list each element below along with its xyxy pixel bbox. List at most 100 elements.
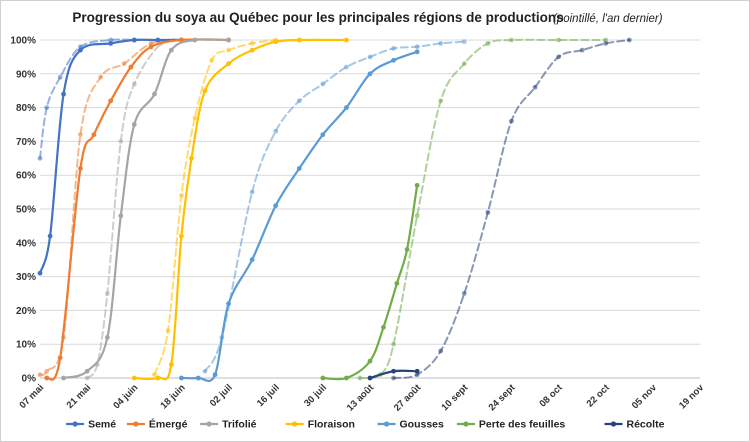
point-perte-des-feuilles-current (344, 375, 349, 381)
point-perte-des-feuilles-previous (461, 61, 467, 67)
series-recolte-current (367, 368, 420, 381)
point-floraison-previous (152, 372, 157, 378)
line-perte-des-feuilles-previous (358, 38, 607, 380)
point-recolte-previous (532, 84, 538, 90)
point-gousses-current (391, 57, 396, 63)
point-trifolie-previous (131, 81, 137, 87)
series-gousses-current (179, 49, 420, 383)
point-floraison-current (189, 155, 194, 161)
point-emerge-current (108, 98, 114, 104)
point-gousses-current (367, 71, 373, 77)
point-seme-current (37, 270, 43, 276)
series-trifolie-current (61, 37, 231, 381)
point-recolte-previous (461, 291, 467, 296)
point-trifolie-previous (118, 139, 124, 144)
point-perte-des-feuilles-previous (556, 37, 561, 43)
point-gousses-previous (367, 54, 373, 60)
line-floraison-previous (153, 39, 277, 376)
point-floraison-previous (179, 193, 184, 198)
point-gousses-previous (320, 81, 326, 87)
y-tick-label: 40% (16, 238, 36, 249)
y-tick-label: 100% (10, 36, 36, 47)
point-recolte-previous (485, 209, 491, 215)
legend-label: Émergé (149, 418, 188, 431)
point-perte-des-feuilles-previous (414, 213, 420, 219)
y-tick-label: 10% (16, 340, 36, 351)
point-recolte-current (367, 375, 373, 381)
line-seme-current (38, 38, 183, 275)
point-trifolie-current (192, 37, 198, 43)
legend-marker (610, 421, 617, 427)
point-emerge-current (44, 375, 50, 381)
y-tick-label: 60% (16, 171, 36, 182)
series-trifolie-previous (84, 37, 184, 381)
point-perte-des-feuilles-current (367, 358, 373, 364)
point-gousses-current (179, 375, 184, 381)
point-gousses-current (320, 132, 326, 138)
point-gousses-current (249, 257, 255, 263)
legend-marker (383, 421, 390, 427)
point-perte-des-feuilles-current (320, 375, 326, 381)
legend-marker (133, 421, 139, 427)
point-floraison-current (344, 37, 349, 43)
point-emerge-current (128, 64, 134, 70)
point-recolte-current (391, 368, 396, 374)
legend-item-emerge: Émergé (126, 418, 188, 431)
point-recolte-previous (579, 47, 585, 53)
point-gousses-previous (391, 46, 396, 51)
line-emerge-current (45, 38, 230, 381)
line-emerge-previous (39, 39, 183, 377)
legend-label: Gousses (400, 419, 445, 431)
series-floraison-current (131, 37, 349, 381)
point-emerge-previous (98, 74, 104, 80)
point-gousses-previous (296, 98, 302, 104)
point-floraison-current (131, 375, 137, 381)
y-tick-label: 80% (16, 103, 36, 114)
point-trifolie-previous (84, 375, 90, 381)
point-seme-current (131, 37, 137, 43)
legend-label: Récolte (627, 419, 665, 431)
point-gousses-previous (461, 39, 467, 45)
point-floraison-previous (226, 47, 231, 53)
point-gousses-previous (273, 128, 279, 134)
point-emerge-current (57, 355, 63, 361)
point-perte-des-feuilles-previous (391, 341, 396, 347)
point-emerge-current (78, 166, 83, 171)
point-trifolie-current (104, 335, 110, 340)
point-recolte-previous (603, 40, 609, 46)
point-perte-des-feuilles-previous (509, 37, 514, 43)
point-perte-des-feuilles-current (381, 324, 386, 330)
point-gousses-current (212, 372, 218, 378)
legend-marker (463, 421, 469, 427)
point-recolte-previous (626, 37, 632, 43)
legend-label: Floraison (308, 419, 355, 431)
point-emerge-current (148, 44, 154, 50)
point-trifolie-current (168, 47, 174, 53)
point-seme-current (108, 40, 114, 46)
point-perte-des-feuilles-previous (357, 375, 363, 381)
legend-item-recolte: Récolte (604, 419, 665, 431)
point-trifolie-current (61, 375, 66, 381)
point-emerge-previous (121, 61, 127, 67)
series-lines (37, 37, 632, 383)
point-gousses-previous (438, 40, 444, 46)
point-recolte-previous (414, 372, 420, 378)
point-gousses-current (344, 105, 349, 110)
point-gousses-previous (344, 64, 349, 70)
point-emerge-previous (37, 372, 43, 378)
point-perte-des-feuilles-current (394, 280, 400, 286)
point-floraison-current (168, 362, 174, 367)
point-floraison-current (226, 61, 231, 67)
legend-item-perte-des-feuilles: Perte des feuilles (456, 419, 565, 431)
point-trifolie-current (84, 368, 90, 374)
y-axis-ticks: 0% 10% 20% 30% 40% 50% 60% 70% 80% 90% 100% (10, 36, 36, 385)
legend-marker (72, 421, 78, 427)
y-tick-label: 30% (16, 272, 36, 283)
chart-title: Progression du soya au Québec pour les p… (72, 10, 563, 25)
point-perte-des-feuilles-previous (438, 98, 444, 104)
point-gousses-previous (249, 189, 255, 195)
point-trifolie-current (118, 213, 124, 219)
legend-item-seme: Semé (66, 419, 116, 431)
